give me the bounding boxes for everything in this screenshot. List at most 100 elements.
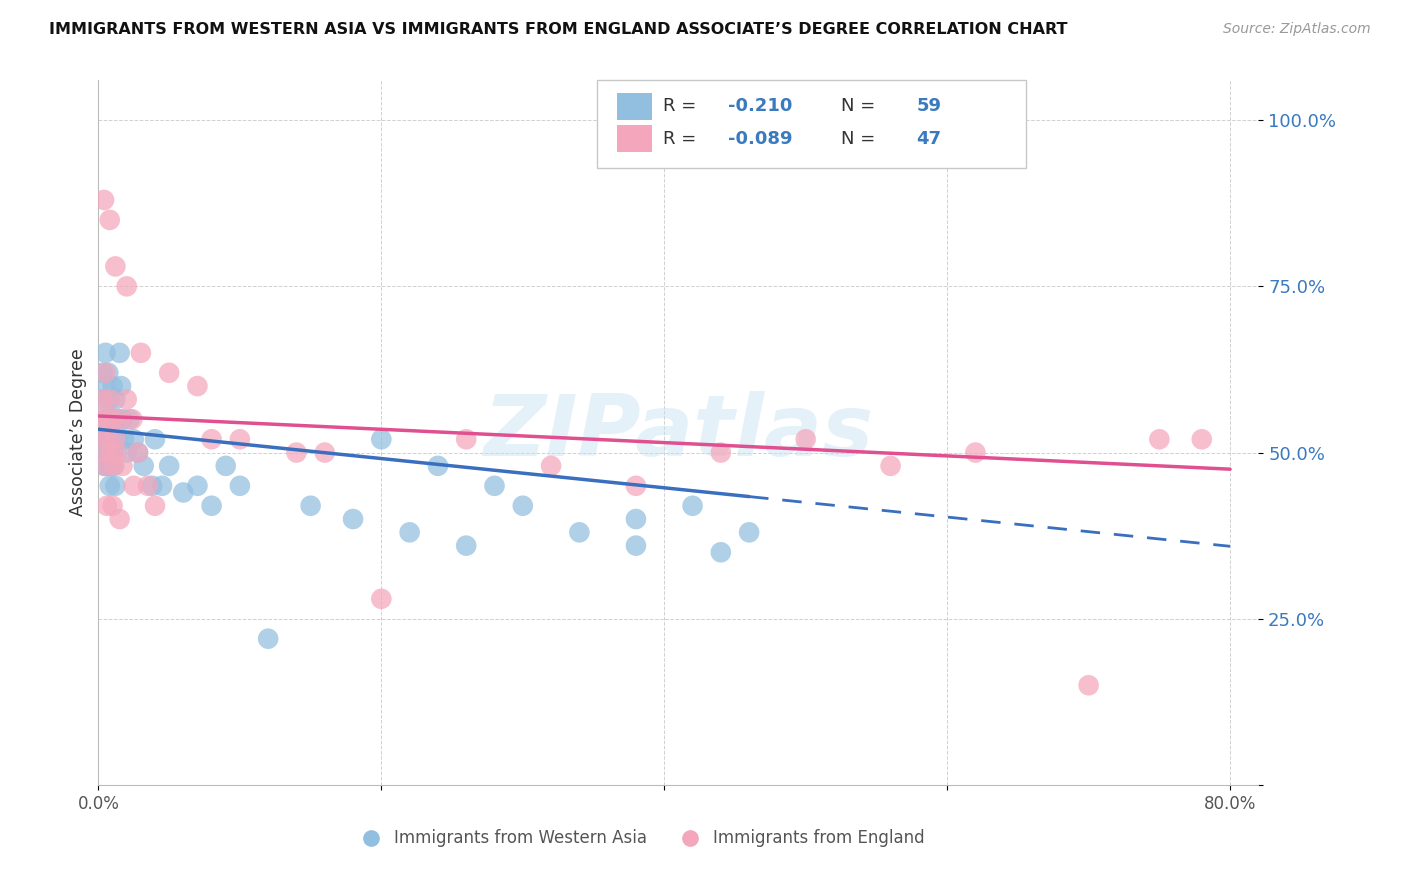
Text: N =: N = bbox=[841, 97, 880, 115]
Point bbox=[738, 525, 761, 540]
Point bbox=[89, 425, 111, 440]
Point bbox=[157, 366, 180, 380]
FancyBboxPatch shape bbox=[617, 93, 652, 120]
Point bbox=[111, 412, 134, 426]
Text: 59: 59 bbox=[917, 97, 941, 115]
Point bbox=[108, 346, 131, 360]
Point bbox=[710, 545, 733, 559]
Point bbox=[122, 479, 145, 493]
Point bbox=[107, 412, 129, 426]
Point bbox=[98, 432, 121, 446]
Point bbox=[143, 432, 166, 446]
Point bbox=[215, 458, 238, 473]
Point bbox=[229, 432, 252, 446]
Point bbox=[97, 445, 120, 459]
Text: ZIPatlas: ZIPatlas bbox=[484, 391, 873, 475]
Point bbox=[97, 366, 120, 380]
Point bbox=[97, 432, 120, 446]
Point bbox=[257, 632, 280, 646]
Point bbox=[104, 432, 127, 446]
Point bbox=[132, 458, 155, 473]
Y-axis label: Associate’s Degree: Associate’s Degree bbox=[69, 349, 87, 516]
Text: R =: R = bbox=[664, 129, 703, 148]
Point bbox=[1077, 678, 1099, 692]
Point bbox=[710, 445, 733, 459]
Point bbox=[568, 525, 591, 540]
Point bbox=[426, 458, 449, 473]
Point bbox=[879, 458, 901, 473]
Text: Immigrants from England: Immigrants from England bbox=[713, 829, 925, 847]
Point bbox=[370, 432, 392, 446]
Point bbox=[100, 412, 122, 426]
Point bbox=[1149, 432, 1171, 446]
Point bbox=[98, 392, 121, 407]
Point bbox=[200, 499, 222, 513]
Point bbox=[965, 445, 987, 459]
Point bbox=[111, 458, 134, 473]
Point bbox=[112, 432, 135, 446]
Point bbox=[103, 458, 125, 473]
Point bbox=[98, 213, 121, 227]
Point bbox=[624, 539, 647, 553]
Point bbox=[94, 346, 117, 360]
Point bbox=[93, 412, 115, 426]
Point bbox=[682, 499, 704, 513]
Point bbox=[456, 539, 478, 553]
Point bbox=[105, 432, 128, 446]
Point bbox=[229, 479, 252, 493]
Point bbox=[172, 485, 194, 500]
Text: IMMIGRANTS FROM WESTERN ASIA VS IMMIGRANTS FROM ENGLAND ASSOCIATE’S DEGREE CORRE: IMMIGRANTS FROM WESTERN ASIA VS IMMIGRAN… bbox=[49, 22, 1067, 37]
Point bbox=[98, 479, 121, 493]
Text: -0.089: -0.089 bbox=[728, 129, 793, 148]
Point bbox=[122, 432, 145, 446]
Point bbox=[1191, 432, 1213, 446]
Point bbox=[141, 479, 163, 493]
Point bbox=[91, 392, 114, 407]
Point bbox=[540, 458, 562, 473]
Point bbox=[314, 445, 336, 459]
Text: N =: N = bbox=[841, 129, 880, 148]
Point bbox=[512, 499, 534, 513]
Point bbox=[186, 379, 208, 393]
Text: -0.210: -0.210 bbox=[728, 97, 793, 115]
Point bbox=[98, 392, 121, 407]
Point bbox=[100, 445, 122, 459]
Point bbox=[108, 512, 131, 526]
Point bbox=[90, 392, 112, 407]
Point bbox=[127, 445, 149, 459]
Point bbox=[285, 445, 308, 459]
Point bbox=[94, 458, 117, 473]
Point bbox=[370, 591, 392, 606]
Point bbox=[93, 445, 115, 459]
Point bbox=[103, 412, 125, 426]
Point bbox=[90, 412, 112, 426]
Point bbox=[456, 432, 478, 446]
Point bbox=[624, 479, 647, 493]
Point bbox=[101, 445, 124, 459]
FancyBboxPatch shape bbox=[617, 126, 652, 153]
Text: Source: ZipAtlas.com: Source: ZipAtlas.com bbox=[1223, 22, 1371, 37]
Point bbox=[127, 445, 149, 459]
Point bbox=[104, 392, 127, 407]
Point bbox=[105, 445, 128, 459]
Point bbox=[93, 458, 115, 473]
Point bbox=[200, 432, 222, 446]
Point bbox=[101, 379, 124, 393]
Point bbox=[186, 479, 208, 493]
Point bbox=[110, 379, 132, 393]
Point bbox=[299, 499, 322, 513]
Point bbox=[108, 412, 131, 426]
Point bbox=[118, 412, 141, 426]
Point bbox=[398, 525, 420, 540]
Text: 47: 47 bbox=[917, 129, 941, 148]
Point bbox=[136, 479, 159, 493]
Point bbox=[91, 366, 114, 380]
Text: R =: R = bbox=[664, 97, 703, 115]
Point bbox=[91, 445, 114, 459]
Point bbox=[794, 432, 817, 446]
Point bbox=[129, 346, 152, 360]
Point bbox=[342, 512, 364, 526]
Point bbox=[101, 499, 124, 513]
Point bbox=[150, 479, 173, 493]
Point bbox=[484, 479, 506, 493]
